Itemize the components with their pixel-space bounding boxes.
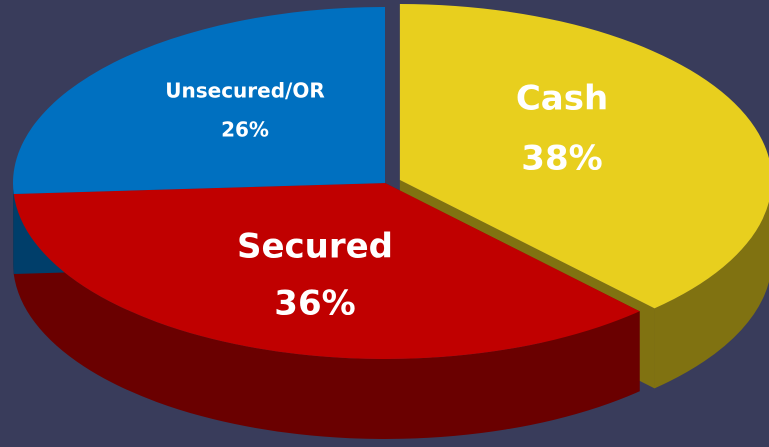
slice-side: [654, 201, 769, 389]
slice-value-label: 36%: [274, 284, 355, 324]
slice-label: Cash: [516, 79, 608, 119]
slice: [13, 183, 640, 360]
slice-value-label: 26%: [221, 118, 269, 142]
slice-label: Secured: [237, 227, 393, 267]
slice: [399, 4, 769, 309]
slice-label: Unsecured/OR: [165, 79, 325, 103]
slice-side: [13, 183, 14, 275]
slice: [12, 7, 385, 195]
slice-side: [13, 194, 640, 439]
slice-value-label: 38%: [521, 139, 602, 179]
